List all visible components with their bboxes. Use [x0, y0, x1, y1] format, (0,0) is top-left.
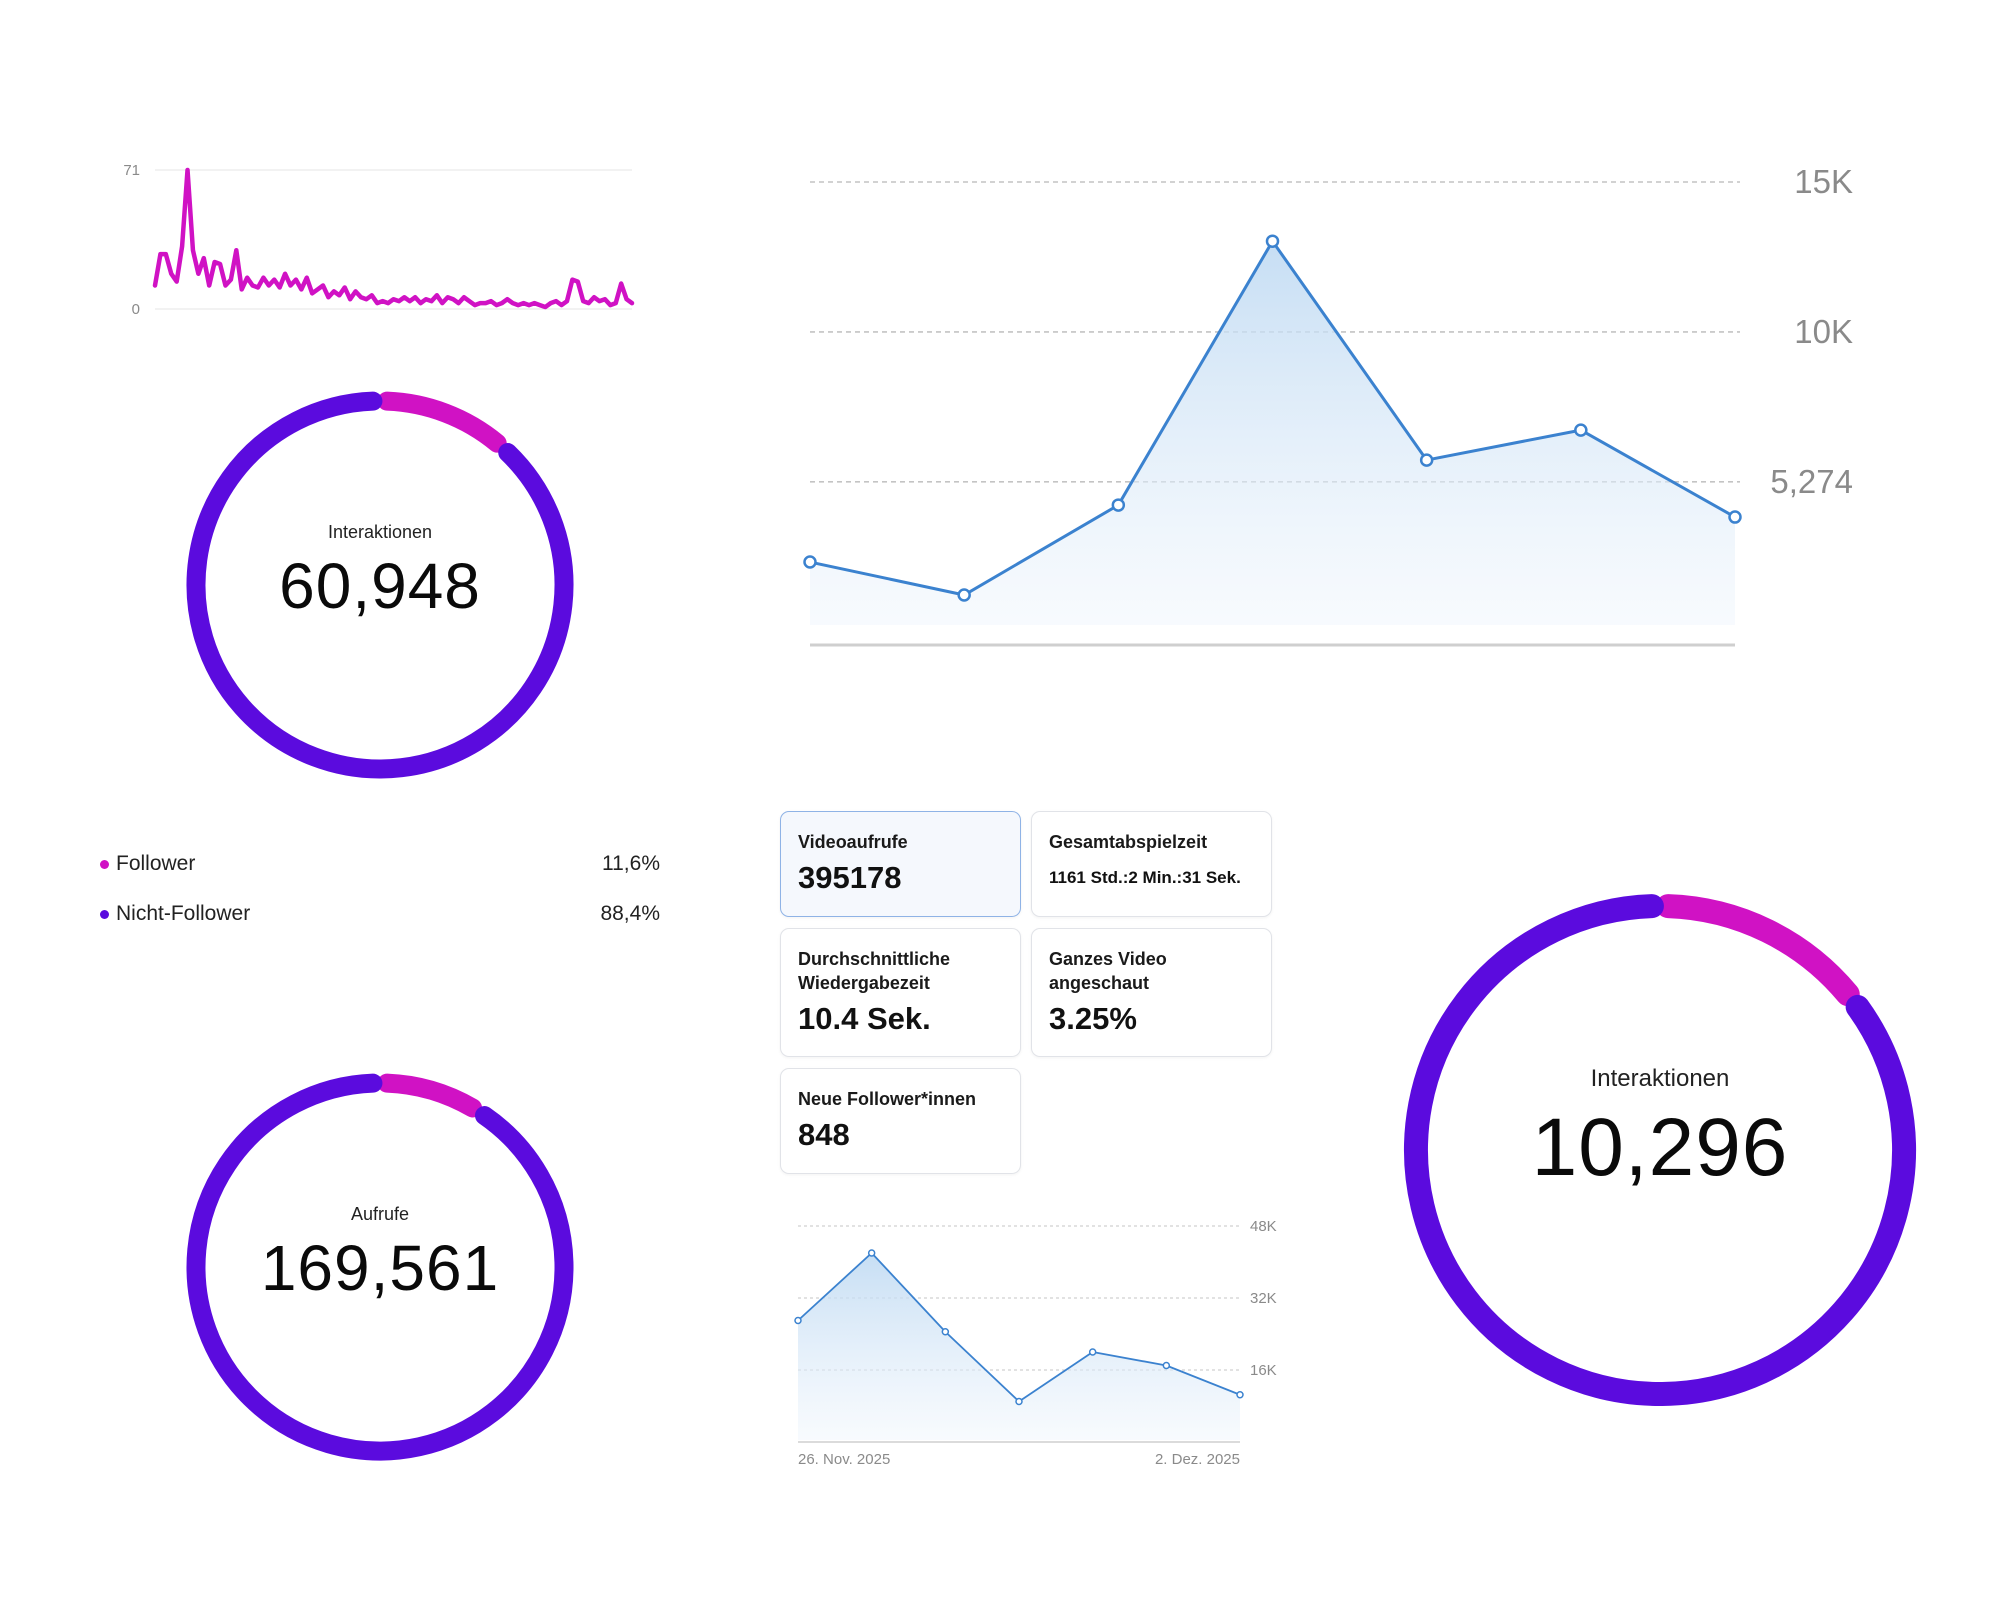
views-donut-center: Aufrufe 169,561	[230, 1204, 530, 1305]
metric-card-video-views[interactable]: Videoaufrufe 395178	[780, 811, 1021, 917]
legend-follower-label: Follower	[116, 852, 196, 875]
metric-card-new-followers[interactable]: Neue Follower*innen 848	[780, 1068, 1021, 1174]
metric-title: Durchschnittliche Wiedergabezeit	[798, 949, 951, 993]
follower-segment	[377, 1073, 483, 1118]
data-point	[941, 1328, 950, 1336]
interactions-donut-chart	[186, 391, 574, 779]
views-area-chart: 5,274 10K 15K	[803, 163, 1853, 647]
y-tick-label: 10K	[1794, 313, 1853, 350]
data-point	[1088, 1348, 1097, 1356]
interactions-large-donut-value: 10,296	[1531, 1102, 1789, 1193]
non-follower-segment	[186, 1073, 574, 1461]
interactions-large-donut-chart	[1404, 894, 1916, 1406]
legend-item-follower: Follower 11,6%	[100, 850, 660, 882]
series-area-fill	[798, 1253, 1240, 1440]
non-follower-dot-icon	[100, 910, 109, 919]
series-area-fill	[810, 241, 1735, 625]
non-follower-segment	[1404, 894, 1916, 1406]
y-tick-label: 15K	[1794, 163, 1853, 200]
metric-value: 395178	[798, 860, 902, 895]
data-point	[1015, 1397, 1023, 1406]
metric-title: Ganzes Video angeschaut	[1049, 949, 1167, 993]
views-donut-value: 169,561	[260, 1232, 500, 1304]
legend-item-non-follower: Nicht-Follower 88,4%	[100, 900, 660, 932]
metric-card-full-video-watched[interactable]: Ganzes Video angeschaut 3.25%	[1031, 928, 1272, 1057]
data-point	[1265, 234, 1280, 248]
metric-title: Gesamtabspielzeit	[1049, 832, 1208, 852]
data-point	[867, 1249, 876, 1257]
data-point	[1728, 510, 1742, 524]
y-tick-label: 5,274	[1770, 463, 1853, 500]
interactions-large-donut-center: Interaktionen 10,296	[1460, 1065, 1860, 1195]
sparkline-ytick-label: 71	[123, 162, 140, 179]
sparkline-ytick-label: 0	[132, 301, 140, 318]
metric-value: 10.4 Sek.	[798, 1001, 931, 1036]
metric-card-avg-watch-time[interactable]: Durchschnittliche Wiedergabezeit 10.4 Se…	[780, 928, 1021, 1057]
sparkline-series-line	[152, 167, 635, 310]
legend-non-follower-pct: 88,4%	[600, 902, 660, 925]
x-tick-label: 26. Nov. 2025	[798, 1451, 890, 1468]
follower-segment	[1656, 894, 1860, 1007]
metric-card-total-playtime[interactable]: Gesamtabspielzeit 1161 Std.:2 Min.:31 Se…	[1031, 811, 1272, 917]
x-tick-label: 2. Dez. 2025	[1155, 1451, 1240, 1468]
data-point	[1162, 1361, 1171, 1370]
interactions-donut-value: 60,948	[279, 550, 481, 622]
legend-follower-pct: 11,6%	[602, 852, 660, 875]
interactions-donut-label: Interaktionen	[327, 522, 433, 542]
follower-segment	[377, 391, 507, 453]
metric-title: Videoaufrufe	[798, 832, 908, 852]
legend-non-follower-label: Nicht-Follower	[116, 902, 251, 925]
interactions-donut-center: Interaktionen 60,948	[230, 522, 530, 623]
interactions-sparkline-chart: 71 0	[123, 162, 635, 318]
data-point	[794, 1316, 802, 1325]
views-donut-chart	[186, 1073, 574, 1461]
data-point	[1419, 453, 1434, 467]
y-tick-label: 48K	[1250, 1218, 1277, 1235]
y-tick-label: 32K	[1250, 1290, 1277, 1307]
metric-title: Neue Follower*innen	[798, 1089, 977, 1109]
data-point	[957, 588, 971, 602]
views-donut-label: Aufrufe	[350, 1204, 410, 1224]
daily-views-area-chart: 16K 32K 48K 26. Nov. 2025 2. Dez. 2025	[794, 1218, 1277, 1468]
metric-value: 1161 Std.:2 Min.:31 Sek.	[1049, 868, 1241, 887]
data-point	[803, 555, 817, 569]
data-point	[1111, 498, 1126, 512]
interactions-large-donut-label: Interaktionen	[1590, 1065, 1730, 1092]
metric-value: 3.25%	[1049, 1001, 1137, 1036]
non-follower-segment	[186, 391, 574, 779]
follower-dot-icon	[100, 860, 109, 869]
metric-value: 848	[798, 1117, 850, 1152]
data-point	[1574, 423, 1588, 437]
y-tick-label: 16K	[1250, 1362, 1277, 1379]
data-point	[1236, 1391, 1244, 1399]
